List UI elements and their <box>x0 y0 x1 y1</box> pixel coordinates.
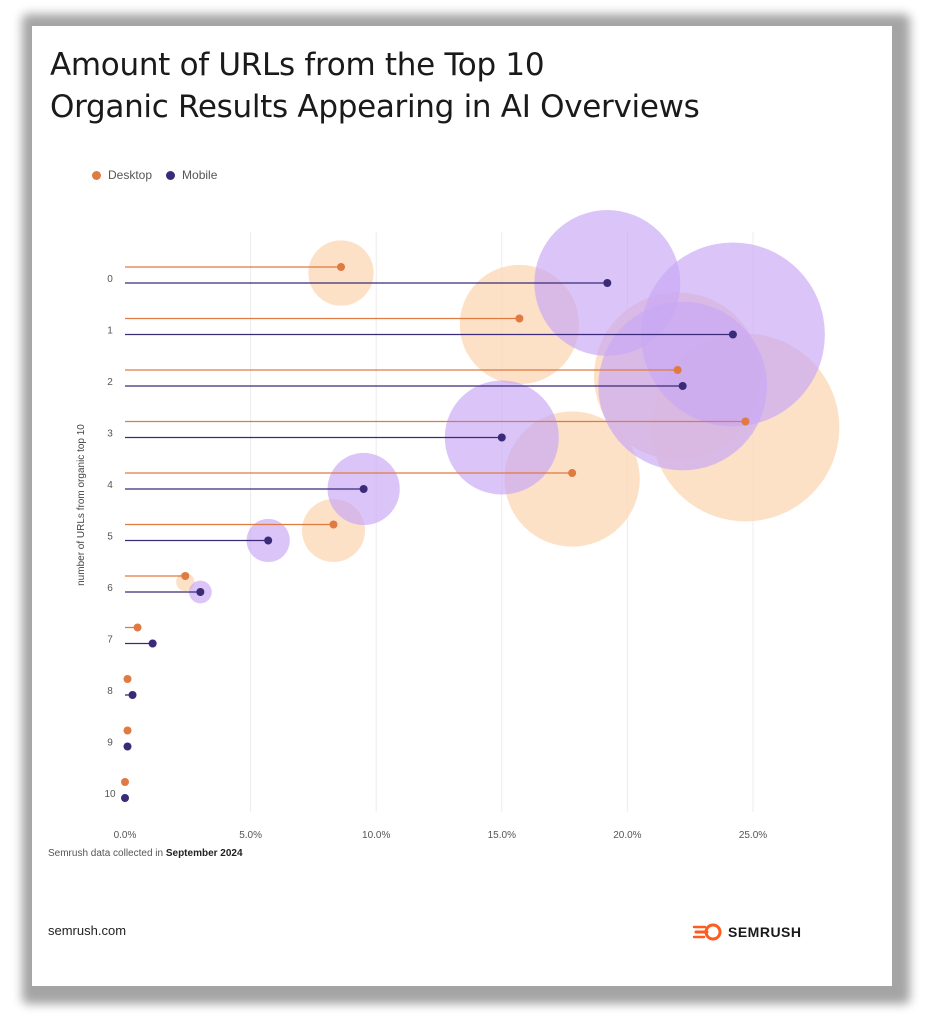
desktop-point <box>123 675 132 683</box>
y-tick-label: 0 <box>107 274 113 285</box>
mobile-point <box>128 691 137 699</box>
mobile-point <box>603 279 612 287</box>
stem-layer <box>125 266 746 748</box>
legend-desktop-label: Desktop <box>108 168 153 182</box>
mobile-point <box>497 433 506 442</box>
y-axis-label: number of URLs from organic top 10 <box>76 424 87 586</box>
mobile-point <box>264 536 273 545</box>
desktop-bubble <box>308 240 374 306</box>
y-tick-label: 10 <box>104 789 116 800</box>
mobile-point <box>123 742 132 751</box>
footer-site-link[interactable]: semrush.com <box>48 923 127 938</box>
desktop-point <box>741 417 750 426</box>
x-tick-label: 0.0% <box>114 830 137 841</box>
mobile-point <box>728 330 737 339</box>
chart-title-line-1: Amount of URLs from the Top 10 <box>50 47 545 83</box>
y-tick-label: 2 <box>107 377 113 388</box>
semrush-logo: SEMRUSH <box>692 922 802 942</box>
y-tick-label: 6 <box>107 583 113 594</box>
legend-desktop-swatch <box>92 170 101 180</box>
x-tick-label: 5.0% <box>239 830 262 841</box>
y-tick-label: 1 <box>107 326 113 337</box>
x-tick-label: 20.0% <box>613 830 641 841</box>
mobile-point <box>196 588 205 596</box>
desktop-point <box>123 726 132 735</box>
chart-legend: Desktop Mobile <box>92 168 217 182</box>
data-source-note: Semrush data collected in September 2024 <box>48 848 243 859</box>
x-tick-label: 25.0% <box>739 830 767 841</box>
legend-mobile-label: Mobile <box>182 168 218 182</box>
y-tick-label: 8 <box>107 686 113 697</box>
mobile-point <box>359 485 368 493</box>
y-tick-label: 9 <box>107 738 113 749</box>
mobile-point <box>678 382 687 390</box>
source-date: September 2024 <box>165 848 243 859</box>
desktop-point <box>337 263 346 271</box>
brand-name: SEMRUSH <box>728 924 802 940</box>
desktop-point <box>673 366 682 374</box>
chart-title-line-2: Organic Results Appearing in AI Overview… <box>50 89 700 125</box>
mobile-point <box>121 794 129 802</box>
y-tick-label: 7 <box>107 635 113 646</box>
x-tick-label: 10.0% <box>362 830 390 841</box>
dot-layer <box>121 263 750 802</box>
y-tick-label: 3 <box>107 429 113 440</box>
bubble-layer <box>148 210 840 648</box>
legend-item-desktop: Desktop <box>92 168 152 182</box>
x-tick-label: 15.0% <box>488 830 516 841</box>
desktop-point <box>329 520 338 529</box>
mobile-point <box>148 639 157 648</box>
source-prefix: Semrush data collected in <box>48 848 166 859</box>
desktop-point <box>515 314 524 323</box>
y-tick-label: 5 <box>107 532 113 543</box>
legend-item-mobile: Mobile <box>166 168 217 182</box>
chart-title: Amount of URLs from the Top 10 Organic R… <box>50 44 830 128</box>
desktop-point <box>181 572 190 580</box>
y-tick-label: 4 <box>107 480 113 491</box>
semrush-flame-icon <box>692 923 722 941</box>
label-layer: 0.0% 5.0% 10.0% 15.0% 20.0% 25.0% 0 1 2 3 4 5 6 7 8 9 10 <box>104 274 767 841</box>
legend-mobile-swatch <box>166 170 176 180</box>
desktop-point <box>133 623 142 632</box>
desktop-bubble <box>176 572 195 592</box>
desktop-point <box>568 469 577 477</box>
desktop-point <box>121 778 129 786</box>
